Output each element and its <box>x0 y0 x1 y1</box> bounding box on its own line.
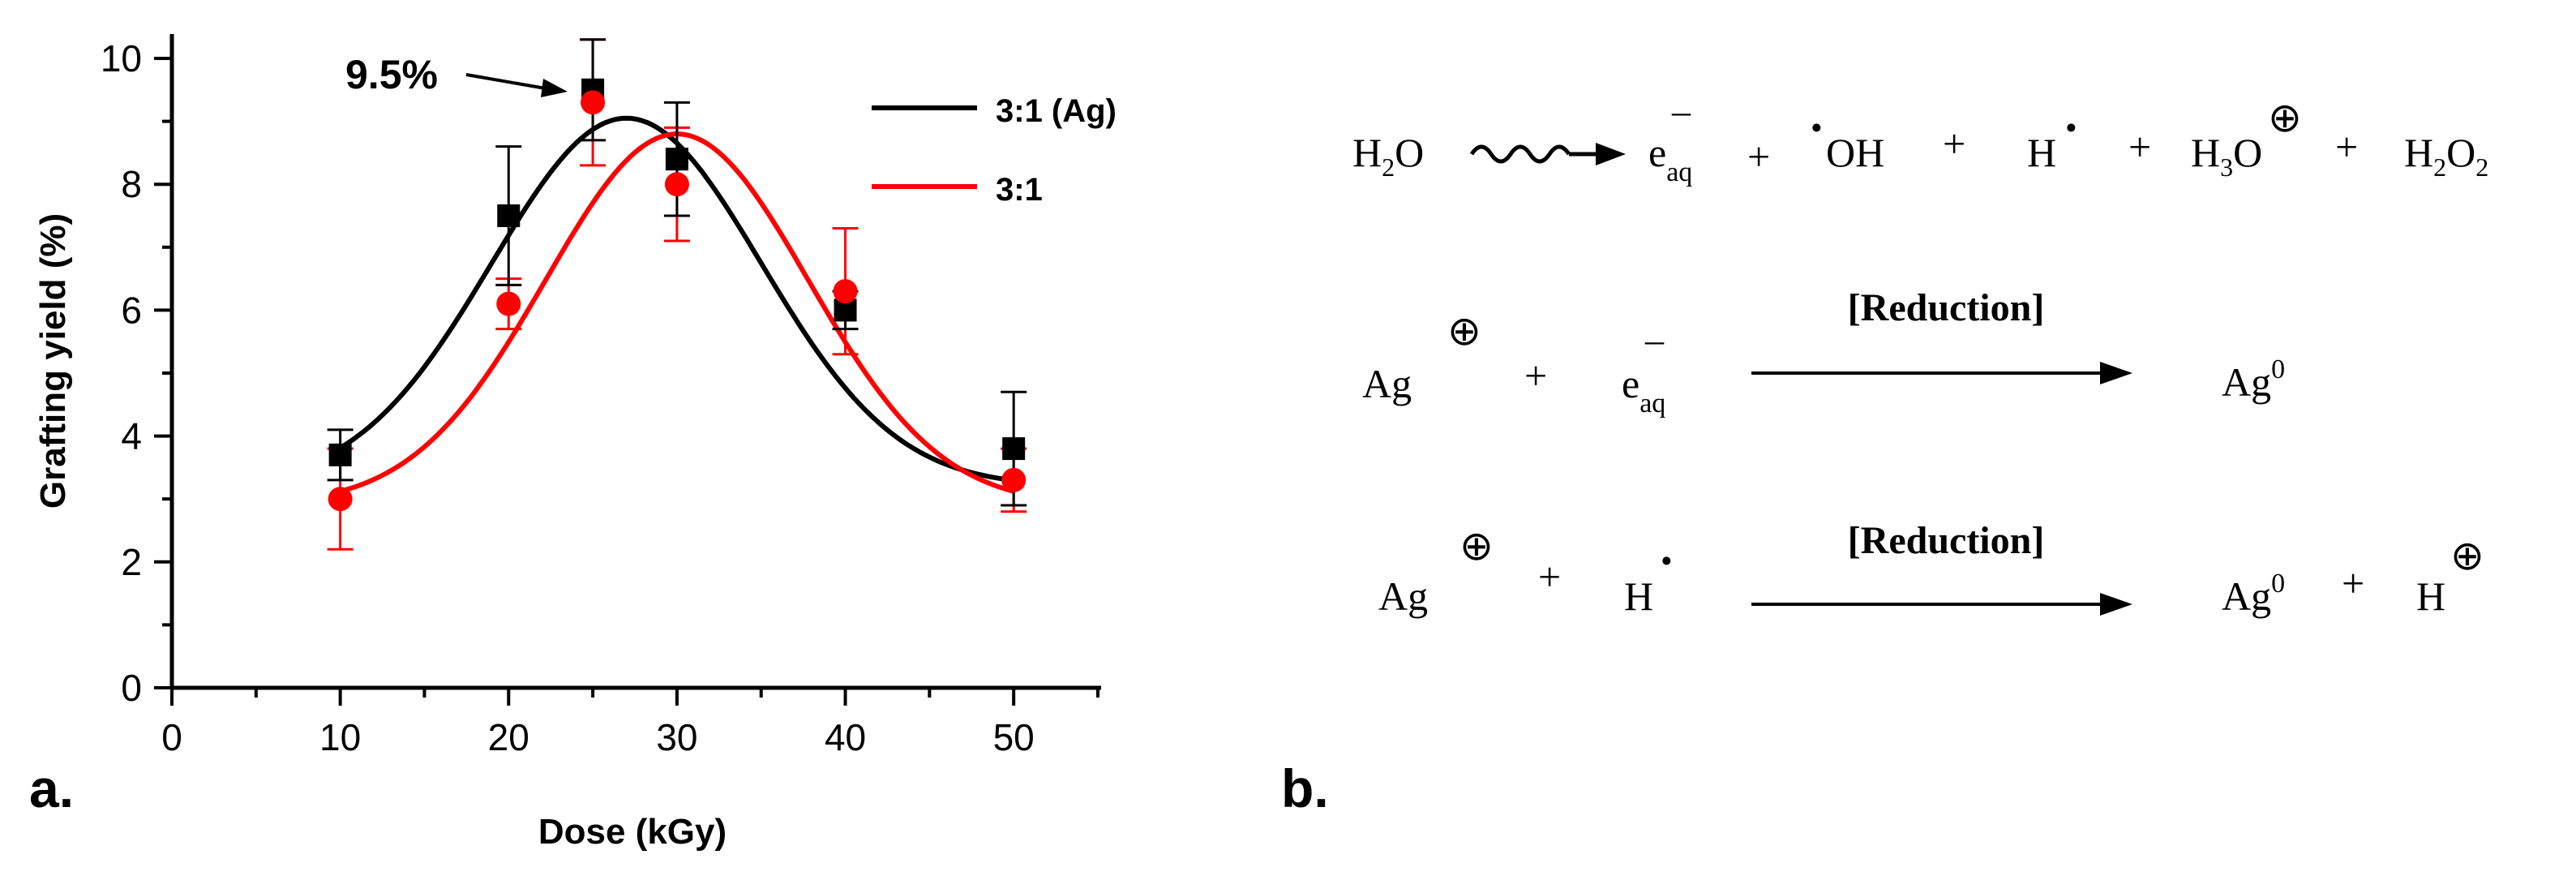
hydrogen-peroxide: H2O2 <box>2404 130 2488 182</box>
reduction-by-hydrogen: Ag ⊕ + H · [Reduction] Ag0 + H ⊕ <box>1378 519 2484 619</box>
hydrated-electron: eaq <box>1648 130 1692 187</box>
cation-symbol: ⊕ <box>2268 95 2302 140</box>
cation-symbol: ⊕ <box>1447 308 1481 354</box>
data-point-ag <box>328 443 352 466</box>
reaction-arrow-head <box>2100 362 2132 384</box>
cation-symbol: ⊕ <box>2450 533 2484 578</box>
data-point-plain <box>1001 467 1027 492</box>
y-tick-label: 4 <box>121 415 142 457</box>
hydronium-ion: H3O <box>2191 130 2262 182</box>
silver-ion: Ag <box>1378 573 1428 619</box>
panel-label-a: a. <box>29 758 74 818</box>
x-tick-label: 30 <box>656 716 697 758</box>
y-tick-label: 10 <box>101 37 142 79</box>
irradiation-wavy-arrow <box>1469 144 1571 164</box>
radiolysis-equation: H2O eaq – + · OH + H · + H3O ⊕ + H2O2 <box>1352 90 2488 187</box>
irradiation-arrow-head <box>1596 143 1626 165</box>
panel-label-b: b. <box>1281 758 1329 818</box>
radical-dot: · <box>1658 534 1675 589</box>
reduction-label: [Reduction] <box>1848 286 2045 329</box>
data-markers <box>328 78 1027 512</box>
y-tick-label: 6 <box>121 289 142 331</box>
hydrogen-radical: H <box>2027 130 2056 175</box>
electron-charge: – <box>1644 319 1665 360</box>
silver-atom: Ag0 <box>2222 354 2285 405</box>
y-tick-label: 2 <box>121 541 142 583</box>
legend-label-ag: 3:1 (Ag) <box>996 93 1117 129</box>
data-point-ag <box>1002 437 1026 461</box>
reaction-arrow-head <box>2100 593 2132 616</box>
plus-sign: + <box>2335 124 2358 170</box>
electron-charge: – <box>1671 90 1691 131</box>
x-tick-label: 20 <box>488 716 529 758</box>
reaction-scheme: H2O eaq – + · OH + H · + H3O ⊕ + H2O2 <box>1281 90 2488 818</box>
radical-dot: · <box>1808 101 1825 156</box>
plus-sign: + <box>1747 134 1770 179</box>
plus-sign: + <box>1524 353 1547 398</box>
legend-label-plain: 3:1 <box>996 172 1043 208</box>
plus-sign: + <box>2342 560 2364 606</box>
cation-symbol: ⊕ <box>1459 523 1494 569</box>
hydrated-electron: eaq <box>1622 361 1665 419</box>
silver-ion: Ag <box>1362 361 1412 406</box>
reduction-label: [Reduction] <box>1848 519 2045 562</box>
x-tick-label: 10 <box>319 716 361 758</box>
x-tick-label: 40 <box>825 716 866 758</box>
x-tick-label: 0 <box>161 716 182 758</box>
y-axis-title: Grafting yield (%) <box>33 213 73 509</box>
x-tick-label: 50 <box>993 716 1035 758</box>
y-tick-label: 0 <box>121 667 142 709</box>
plus-sign: + <box>2128 124 2151 170</box>
x-axis-title: Dose (kGy) <box>538 812 727 852</box>
grafting-yield-chart: 0 10 20 30 40 50 0 2 4 6 8 10 9.5% 3:1 (Ag) 3:1 Do… <box>29 34 1117 852</box>
plus-sign: + <box>1943 121 1965 166</box>
proton: H <box>2416 573 2445 619</box>
y-ticks: 0 2 4 6 8 10 <box>101 37 172 709</box>
plus-sign: + <box>1538 554 1561 599</box>
silver-atom: Ag0 <box>2222 569 2285 619</box>
data-point-plain <box>328 487 353 512</box>
water-molecule: H2O <box>1352 130 1424 182</box>
data-point-plain <box>664 172 689 197</box>
reduction-by-electron: Ag ⊕ + eaq – [Reduction] Ag0 <box>1362 286 2285 419</box>
data-point-plain <box>833 279 858 304</box>
data-point-ag <box>665 148 688 171</box>
x-ticks: 0 10 20 30 40 50 <box>161 688 1099 758</box>
radical-dot: · <box>2063 101 2080 156</box>
legend: 3:1 (Ag) 3:1 <box>872 93 1117 208</box>
annotation-arrow-head <box>541 79 568 97</box>
data-point-plain <box>581 90 606 115</box>
data-point-plain <box>496 291 521 316</box>
data-point-ag <box>497 204 521 227</box>
hydroxyl-radical: OH <box>1826 130 1884 175</box>
hydrogen-radical: H <box>1624 573 1653 619</box>
peak-annotation: 9.5% <box>345 52 438 97</box>
y-tick-label: 8 <box>121 163 142 205</box>
